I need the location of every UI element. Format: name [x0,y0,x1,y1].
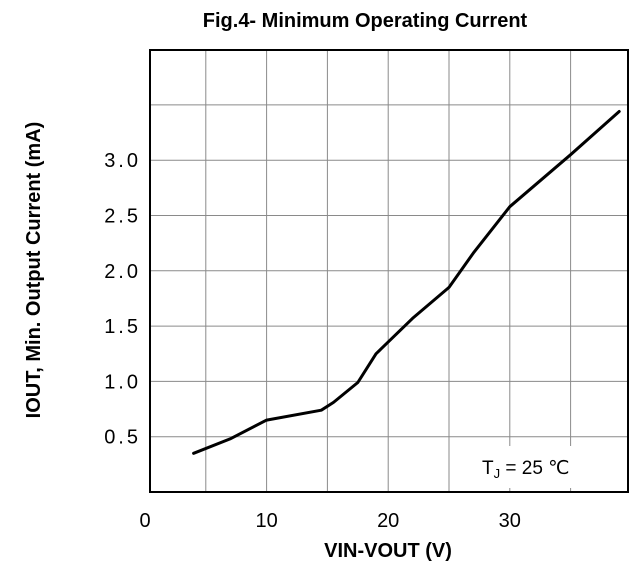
y-tick-label: 0.5 [104,427,141,449]
grid [150,50,628,492]
x-tick-label: 30 [499,510,521,532]
annotation: TJ = 25 ℃ [470,446,624,488]
x-tick-label: 20 [377,510,399,532]
y-axis-label-text: IOUT, Min. Output Current (mA) [23,122,45,419]
x-tick-label: 10 [255,510,277,532]
annotation-prefix: T [482,458,494,479]
y-tick-label: 2.5 [104,206,141,228]
y-tick-labels: 0.5 1.0 1.5 2.0 2.5 3.0 [104,150,141,449]
annotation-text: TJ = 25 ℃ [482,458,570,481]
y-tick-label: 1.5 [104,316,141,338]
chart-title: Fig.4- Minimum Operating Current [203,10,528,32]
x-tick-label: 0 [139,510,150,532]
y-tick-label: 3.0 [104,150,141,172]
x-axis-label: VIN-VOUT (V) [324,540,452,562]
y-tick-label: 1.0 [104,371,141,393]
annotation-value: = 25 ℃ [500,458,569,479]
y-axis-label: IOUT, Min. Output Current (mA) [23,122,45,419]
series-line [192,110,621,455]
annotation-subscript: J [494,466,501,481]
series-lines [192,110,621,455]
plot-area-frame [149,49,629,493]
annotation-background [470,446,624,488]
y-tick-label: 2.0 [104,261,141,283]
x-tick-labels: 0 10 20 30 [139,510,520,532]
